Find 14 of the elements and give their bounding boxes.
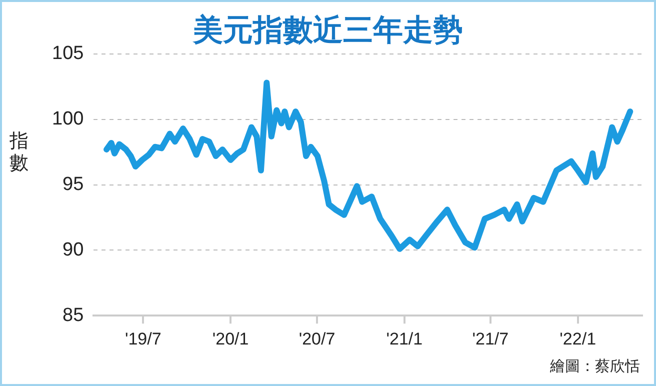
y-tick-label: 105	[52, 43, 84, 64]
text: 繪圖：蔡欣恬	[550, 357, 640, 376]
y-tick-label: 90	[62, 239, 84, 260]
x-tick-label: '20/1	[212, 329, 249, 348]
y-tick-label: 95	[62, 174, 84, 196]
x-tick-label: '19/7	[124, 329, 162, 348]
chart-title: 美元指數近三年走勢	[193, 13, 463, 48]
x-tick-label: '21/1	[386, 329, 423, 348]
y-axis-title: 指數	[8, 130, 30, 174]
x-tick-label: '22/1	[560, 329, 596, 348]
y-tick-label: 100	[52, 108, 84, 130]
x-tick-label: '21/7	[472, 329, 509, 348]
x-tick-label: '20/7	[298, 329, 336, 348]
y-tick-label: 85	[62, 304, 84, 326]
